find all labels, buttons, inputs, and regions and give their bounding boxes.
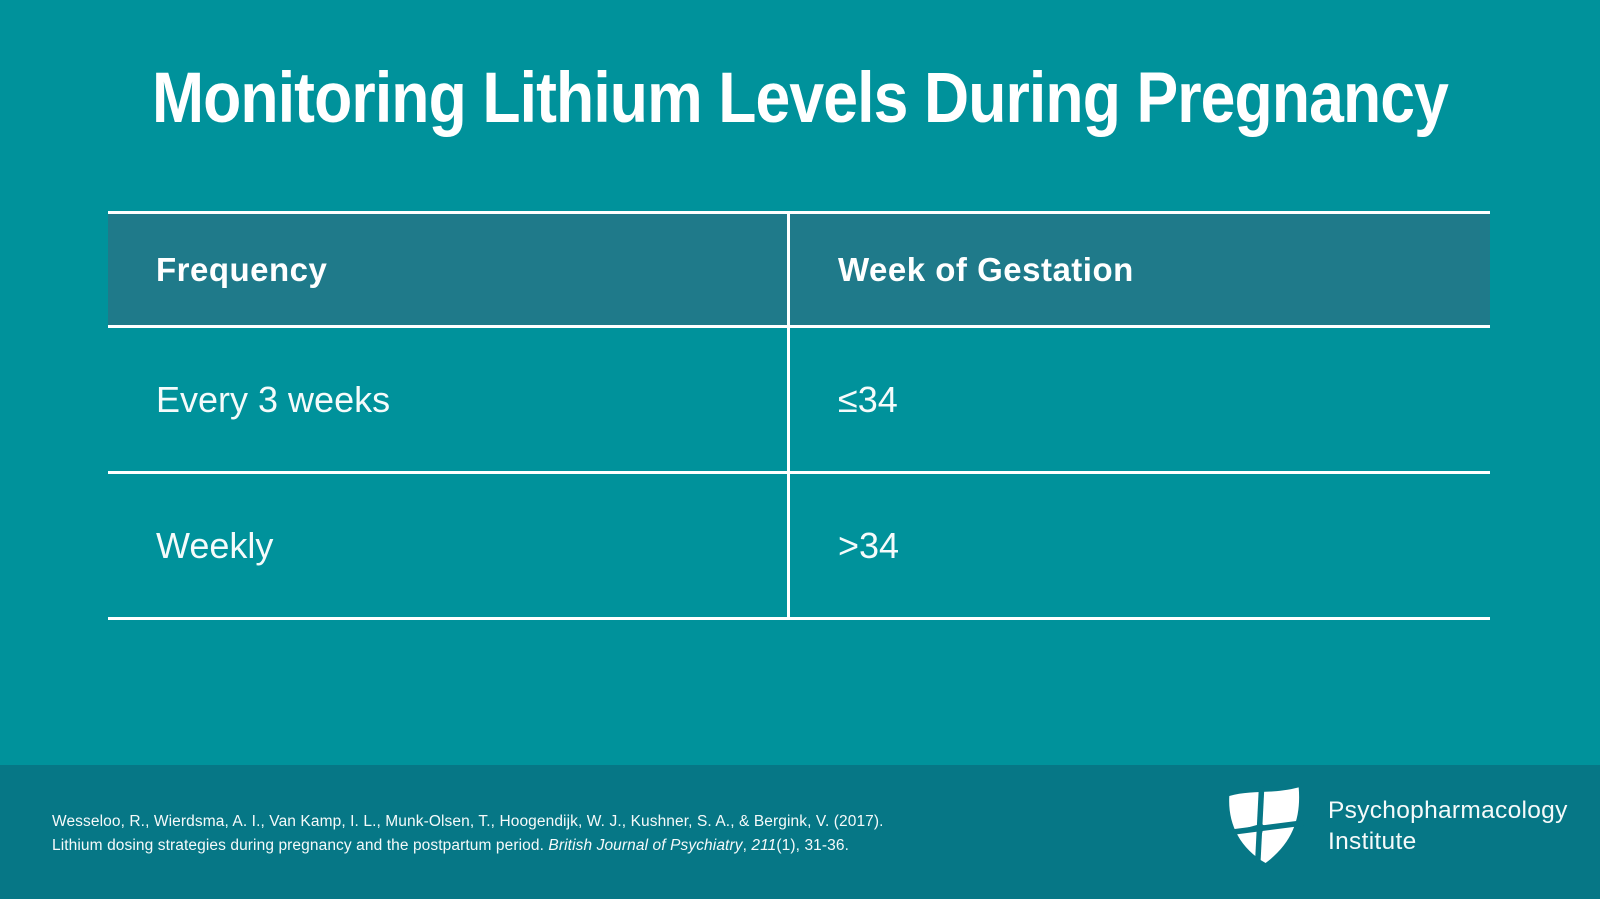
logo-wordmark: Psychopharmacology Institute bbox=[1328, 795, 1568, 857]
citation-line-2: Lithium dosing strategies during pregnan… bbox=[52, 834, 884, 858]
table-header-row: Frequency Week of Gestation bbox=[108, 214, 1490, 328]
table-row: Every 3 weeks ≤34 bbox=[108, 328, 1490, 474]
page-title: Monitoring Lithium Levels During Pregnan… bbox=[151, 59, 1449, 138]
logo-text-line-1: Psychopharmacology bbox=[1328, 797, 1568, 824]
citation-journal-name: British Journal of Psychiatry bbox=[548, 837, 743, 854]
cell-week-row1: ≤34 bbox=[838, 378, 898, 420]
cell-frequency-row1: Every 3 weeks bbox=[108, 328, 790, 471]
citation-line-1: Wesseloo, R., Wierdsma, A. I., Van Kamp,… bbox=[52, 813, 884, 830]
citation-line-2-text: Lithium dosing strategies during pregnan… bbox=[52, 837, 549, 854]
citation-volume: 211 bbox=[751, 837, 777, 854]
shield-cross-icon bbox=[1224, 786, 1304, 864]
cell-frequency-row2: Weekly bbox=[108, 474, 790, 617]
citation-issue-pages: (1), 31-36. bbox=[776, 837, 850, 854]
citation: Wesseloo, R., Wierdsma, A. I., Van Kamp,… bbox=[52, 810, 884, 858]
organization-logo: Psychopharmacology Institute bbox=[1224, 785, 1568, 867]
column-header-week-of-gestation: Week of Gestation bbox=[838, 250, 1134, 288]
logo-text-line-2: Institute bbox=[1328, 828, 1417, 855]
table-row: Weekly >34 bbox=[108, 474, 1490, 620]
monitoring-frequency-table: Frequency Week of Gestation Every 3 week… bbox=[108, 211, 1490, 620]
footer-band: Wesseloo, R., Wierdsma, A. I., Van Kamp,… bbox=[0, 765, 1600, 899]
cell-week-row2: >34 bbox=[838, 524, 900, 566]
citation-separator: , bbox=[742, 837, 752, 854]
column-header-frequency: Frequency bbox=[108, 214, 790, 325]
